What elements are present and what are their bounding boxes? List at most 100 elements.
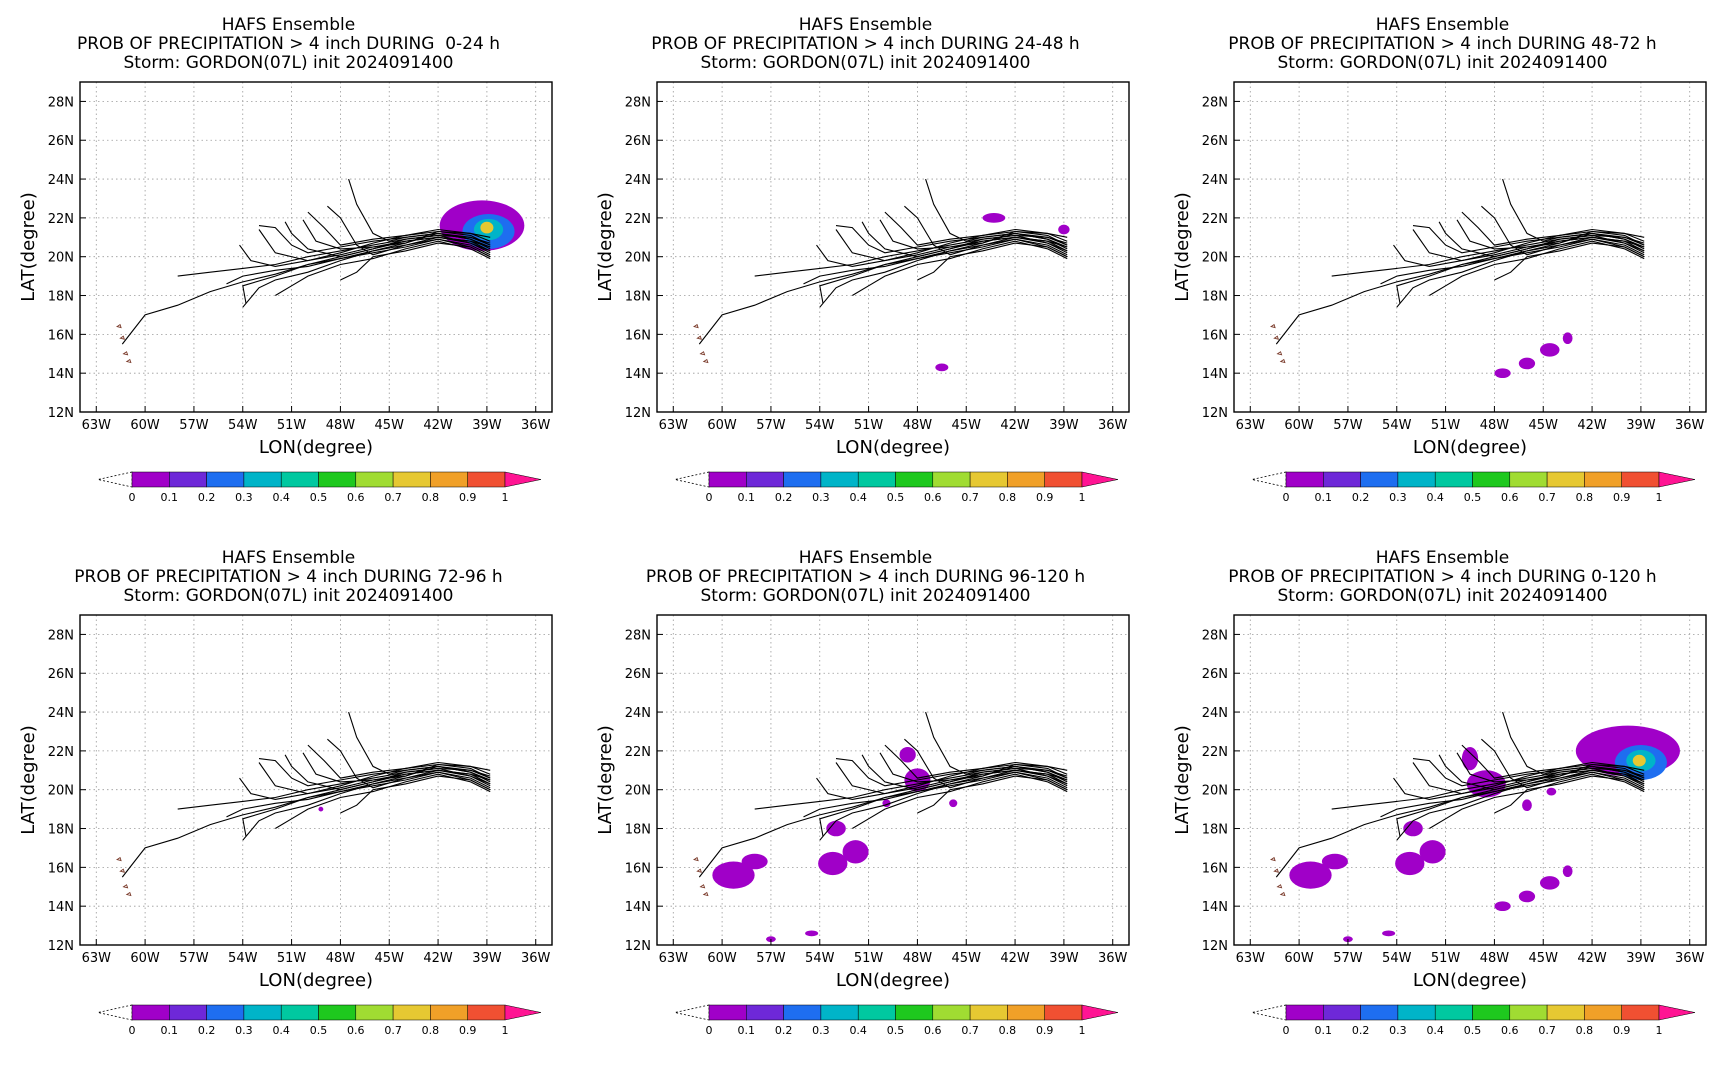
colorbar-segment bbox=[243, 471, 282, 488]
precip-blob bbox=[1494, 901, 1511, 912]
panel-title-storm: Storm: GORDON(07L) init 2024091400 bbox=[700, 586, 1031, 606]
colorbar-under-triangle bbox=[674, 471, 710, 488]
lon-tick-label: 39W bbox=[472, 418, 502, 433]
y-axis-label: LAT(degree) bbox=[1172, 725, 1193, 834]
lat-tick-label: 22N bbox=[1202, 212, 1228, 227]
coastline-islands bbox=[1269, 856, 1286, 897]
lat-tick-label: 26N bbox=[625, 667, 651, 682]
lat-tick-label: 24N bbox=[625, 173, 651, 188]
y-axis-label: LAT(degree) bbox=[595, 192, 616, 301]
lat-tick-label: 24N bbox=[625, 706, 651, 721]
precip-probability-field bbox=[439, 200, 525, 251]
lon-tick-label: 36W bbox=[521, 951, 551, 966]
lon-tick-label: 63W bbox=[1236, 951, 1266, 966]
storm-track-line bbox=[239, 228, 491, 267]
storm-track-line bbox=[242, 769, 491, 837]
lon-tick-label: 45W bbox=[375, 418, 405, 433]
colorbar-tick-label: 0.9 bbox=[459, 491, 477, 504]
colorbar-tick-label: 0.6 bbox=[1501, 1024, 1519, 1037]
coastline-islands bbox=[115, 856, 132, 897]
panel-title-storm: Storm: GORDON(07L) init 2024091400 bbox=[1277, 586, 1608, 606]
storm-track-line bbox=[242, 763, 491, 841]
colorbar: 0 0.1 0.2 0.3 0.4 0.5 0.6 0.7 0.8 0.9 1 bbox=[97, 471, 542, 504]
lon-tick-label: 57W bbox=[179, 418, 209, 433]
colorbar: 0 0.1 0.2 0.3 0.4 0.5 0.6 0.7 0.8 0.9 1 bbox=[97, 1004, 542, 1037]
ensemble-tracks bbox=[121, 178, 491, 345]
lon-tick-label: 39W bbox=[472, 951, 502, 966]
colorbar-segment bbox=[820, 471, 859, 488]
lat-tick-label: 28N bbox=[625, 628, 651, 643]
colorbar-tick-label: 0.8 bbox=[422, 491, 440, 504]
colorbar-tick-label: 0.2 bbox=[198, 1024, 216, 1037]
storm-track-line bbox=[1494, 775, 1645, 814]
gridlines bbox=[657, 82, 1129, 413]
colorbar-tick-label: 0.1 bbox=[161, 1024, 179, 1037]
colorbar-under-triangle bbox=[97, 1004, 133, 1021]
lat-tick-label: 20N bbox=[48, 251, 74, 266]
colorbar-segment bbox=[1360, 1004, 1399, 1021]
storm-track-line bbox=[1429, 240, 1645, 296]
map-plot: 63W 60W 57W 54W 51W 48W 45W 42W 39W 36W 12N 14N 16N 1… bbox=[595, 614, 1130, 1037]
colorbar-segment bbox=[895, 471, 934, 488]
precip-blob bbox=[1632, 754, 1646, 767]
colorbar-tick-label: 0.8 bbox=[999, 1024, 1017, 1037]
lat-tick-label: 16N bbox=[625, 328, 651, 343]
lat-tick-label: 14N bbox=[1202, 367, 1228, 382]
colorbar-segment bbox=[1472, 1004, 1511, 1021]
panel-title-period: PROB OF PRECIPITATION > 4 inch DURING 48… bbox=[1228, 34, 1657, 54]
lon-tick-label: 51W bbox=[854, 951, 884, 966]
lat-tick-label: 22N bbox=[625, 745, 651, 760]
lon-tick-label: 57W bbox=[756, 951, 786, 966]
precip-probability-field bbox=[935, 213, 1070, 372]
island-outline bbox=[119, 335, 126, 340]
storm-track-line bbox=[1396, 230, 1645, 308]
precip-blob bbox=[982, 213, 1006, 223]
island-outline bbox=[115, 856, 122, 862]
lat-tick-label: 18N bbox=[1202, 290, 1228, 305]
map-plot: 63W 60W 57W 54W 51W 48W 45W 42W 39W 36W 12N 14N 16N 1… bbox=[18, 614, 553, 1037]
colorbar-tick-label: 0.6 bbox=[1501, 491, 1519, 504]
colorbar-segment bbox=[857, 471, 896, 488]
lon-tick-label: 51W bbox=[277, 951, 307, 966]
panel-title-storm: Storm: GORDON(07L) init 2024091400 bbox=[1277, 53, 1608, 73]
precip-blob bbox=[1518, 357, 1536, 370]
colorbar-tick-label: 0.1 bbox=[161, 491, 179, 504]
colorbar-tick-label: 0.9 bbox=[459, 1024, 477, 1037]
storm-track-line bbox=[177, 234, 491, 277]
colorbar-segment bbox=[131, 471, 170, 488]
storm-track-line bbox=[284, 221, 491, 258]
lon-tick-label: 39W bbox=[1049, 418, 1079, 433]
colorbar-tick-label: 0.6 bbox=[924, 1024, 942, 1037]
panel-title-model: HAFS Ensemble bbox=[798, 548, 933, 568]
precip-blob bbox=[1522, 799, 1532, 812]
precip-blob bbox=[1546, 787, 1557, 796]
colorbar-tick-label: 0.1 bbox=[1315, 1024, 1333, 1037]
colorbar-segment bbox=[1509, 1004, 1548, 1021]
storm-track-line bbox=[861, 754, 1068, 791]
lon-tick-label: 39W bbox=[1626, 951, 1656, 966]
colorbar: 0 0.1 0.2 0.3 0.4 0.5 0.6 0.7 0.8 0.9 1 bbox=[1251, 471, 1696, 504]
precip-blob bbox=[741, 853, 768, 870]
y-axis-label: LAT(degree) bbox=[595, 725, 616, 834]
island-outline bbox=[115, 323, 122, 329]
colorbar-segment bbox=[969, 1004, 1008, 1021]
gridlines bbox=[1234, 82, 1706, 413]
colorbar-tick-label: 0.9 bbox=[1613, 491, 1631, 504]
lat-tick-label: 18N bbox=[48, 290, 74, 305]
lat-tick-label: 12N bbox=[48, 939, 74, 954]
colorbar-tick-label: 0.3 bbox=[235, 1024, 253, 1037]
island-outline bbox=[702, 358, 709, 364]
storm-track-line bbox=[819, 236, 1068, 304]
lon-tick-label: 48W bbox=[326, 951, 356, 966]
gridlines bbox=[1234, 615, 1706, 946]
precip-blob bbox=[318, 806, 324, 812]
lat-tick-label: 18N bbox=[1202, 823, 1228, 838]
panel-title-storm: Storm: GORDON(07L) init 2024091400 bbox=[700, 53, 1031, 73]
colorbar-tick-label: 1 bbox=[502, 491, 509, 504]
lat-tick-label: 28N bbox=[48, 628, 74, 643]
storm-track-line bbox=[275, 773, 491, 829]
lon-tick-label: 63W bbox=[1236, 418, 1266, 433]
lat-tick-label: 20N bbox=[1202, 784, 1228, 799]
lon-tick-label: 48W bbox=[1480, 951, 1510, 966]
storm-track-line bbox=[1456, 219, 1645, 250]
